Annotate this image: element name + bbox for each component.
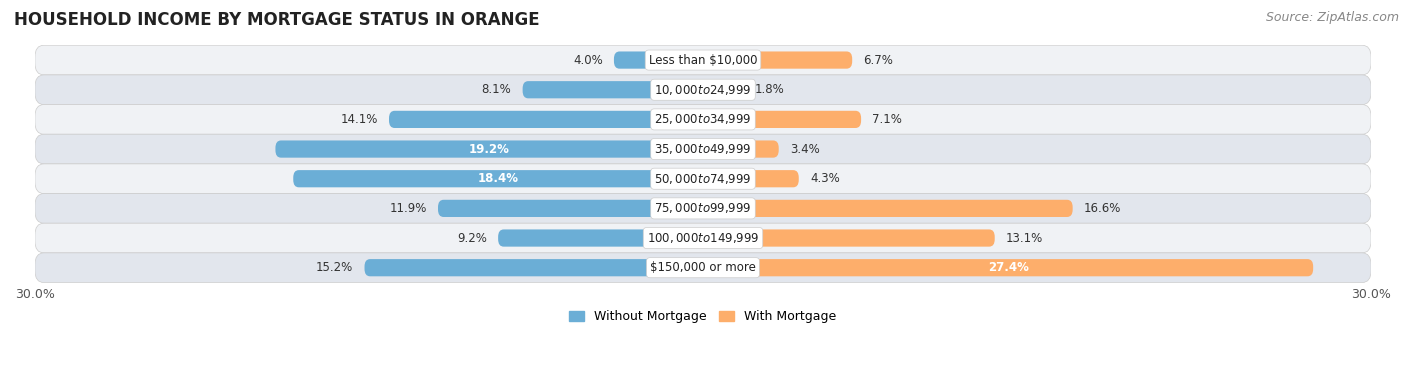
FancyBboxPatch shape [35,164,1371,194]
FancyBboxPatch shape [364,259,703,276]
FancyBboxPatch shape [276,141,703,158]
FancyBboxPatch shape [389,111,703,128]
Text: 4.0%: 4.0% [574,54,603,67]
FancyBboxPatch shape [703,81,744,98]
Text: 15.2%: 15.2% [316,261,353,274]
Text: 3.4%: 3.4% [790,143,820,156]
Text: Less than $10,000: Less than $10,000 [648,54,758,67]
Text: 1.8%: 1.8% [754,83,785,96]
FancyBboxPatch shape [439,200,703,217]
FancyBboxPatch shape [35,253,1371,282]
FancyBboxPatch shape [35,45,1371,75]
FancyBboxPatch shape [703,111,860,128]
Text: 6.7%: 6.7% [863,54,893,67]
Text: $50,000 to $74,999: $50,000 to $74,999 [654,172,752,186]
Text: 27.4%: 27.4% [987,261,1029,274]
Text: 13.1%: 13.1% [1005,232,1043,245]
Text: 18.4%: 18.4% [478,172,519,185]
Text: 4.3%: 4.3% [810,172,839,185]
FancyBboxPatch shape [523,81,703,98]
Text: $35,000 to $49,999: $35,000 to $49,999 [654,142,752,156]
Text: 19.2%: 19.2% [468,143,509,156]
FancyBboxPatch shape [35,75,1371,105]
Text: 7.1%: 7.1% [872,113,903,126]
FancyBboxPatch shape [614,51,703,69]
FancyBboxPatch shape [35,105,1371,134]
FancyBboxPatch shape [35,134,1371,164]
Text: 14.1%: 14.1% [340,113,378,126]
FancyBboxPatch shape [294,170,703,187]
FancyBboxPatch shape [703,259,1313,276]
FancyBboxPatch shape [703,51,852,69]
Text: 8.1%: 8.1% [482,83,512,96]
Text: $10,000 to $24,999: $10,000 to $24,999 [654,83,752,97]
Text: 11.9%: 11.9% [389,202,427,215]
FancyBboxPatch shape [35,194,1371,223]
FancyBboxPatch shape [703,170,799,187]
Text: $75,000 to $99,999: $75,000 to $99,999 [654,201,752,215]
Text: 16.6%: 16.6% [1084,202,1121,215]
Legend: Without Mortgage, With Mortgage: Without Mortgage, With Mortgage [564,305,842,328]
Text: $25,000 to $34,999: $25,000 to $34,999 [654,112,752,126]
Text: $100,000 to $149,999: $100,000 to $149,999 [647,231,759,245]
FancyBboxPatch shape [35,223,1371,253]
Text: $150,000 or more: $150,000 or more [650,261,756,274]
Text: HOUSEHOLD INCOME BY MORTGAGE STATUS IN ORANGE: HOUSEHOLD INCOME BY MORTGAGE STATUS IN O… [14,11,540,29]
FancyBboxPatch shape [703,229,994,247]
FancyBboxPatch shape [703,141,779,158]
FancyBboxPatch shape [498,229,703,247]
Text: Source: ZipAtlas.com: Source: ZipAtlas.com [1265,11,1399,24]
FancyBboxPatch shape [703,200,1073,217]
Text: 9.2%: 9.2% [457,232,486,245]
